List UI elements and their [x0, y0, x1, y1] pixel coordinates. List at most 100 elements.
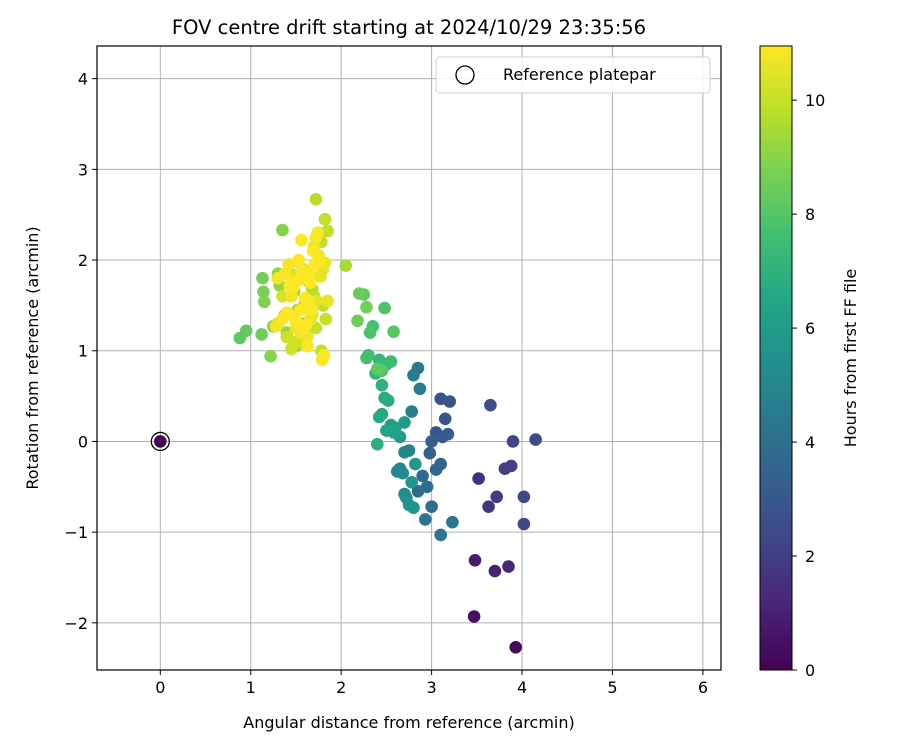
data-points: [154, 193, 542, 654]
data-point: [276, 290, 289, 303]
data-point: [434, 528, 448, 542]
x-tick-label: 6: [698, 678, 708, 697]
y-tick-label: 2: [78, 251, 88, 270]
y-tick-label: 0: [78, 432, 88, 451]
data-point: [363, 326, 377, 339]
data-point: [371, 362, 384, 376]
data-point: [256, 271, 269, 285]
data-point: [396, 466, 410, 480]
data-point: [318, 212, 332, 226]
data-point: [425, 435, 438, 448]
data-point: [419, 513, 432, 526]
data-point: [264, 349, 277, 363]
legend-marker: [455, 65, 475, 85]
data-point: [360, 300, 373, 314]
data-point: [286, 275, 299, 289]
y-tick-label: 1: [78, 342, 88, 361]
colorbar-tick-label: 8: [805, 205, 815, 224]
data-point: [309, 193, 323, 206]
data-point: [302, 294, 315, 308]
colorbar-tick-label: 2: [805, 547, 815, 566]
colorbar: 0 2 4 6 8 10 Hours from first FF file: [759, 45, 860, 680]
reference-marker: [150, 431, 170, 452]
y-tick-label: 3: [78, 160, 88, 179]
x-tick-label: 2: [336, 678, 346, 697]
data-point: [423, 446, 437, 460]
data-point: [438, 412, 452, 426]
colorbar-tick-label: 0: [805, 661, 815, 680]
data-point: [255, 328, 268, 341]
data-point: [321, 294, 334, 308]
data-point: [353, 287, 366, 300]
data-point: [472, 472, 485, 485]
data-point: [292, 253, 306, 267]
data-point: [387, 325, 400, 339]
data-point: [502, 560, 515, 573]
data-point: [321, 224, 334, 238]
data-point: [257, 285, 270, 299]
data-point: [381, 394, 395, 407]
data-point: [239, 324, 253, 338]
data-point: [351, 314, 364, 328]
data-point: [311, 226, 325, 240]
colorbar-ticks: 0 2 4 6 8 10: [792, 91, 825, 680]
data-point: [301, 339, 315, 353]
data-point: [529, 433, 542, 446]
gridlines: [97, 46, 721, 670]
data-point: [405, 476, 419, 489]
data-point: [517, 490, 531, 504]
data-point: [405, 405, 419, 418]
data-point: [407, 501, 420, 514]
data-point: [482, 500, 495, 513]
data-point: [304, 276, 317, 290]
x-axis-label: Angular distance from reference (arcmin): [243, 713, 574, 732]
y-tick-label: −2: [64, 614, 88, 633]
data-point: [420, 480, 434, 494]
y-tick-label: 4: [78, 70, 88, 89]
colorbar-gradient: [759, 45, 793, 671]
data-point: [506, 435, 520, 448]
data-point: [429, 463, 443, 476]
data-point: [425, 500, 438, 513]
reference-marker-group: [150, 431, 170, 452]
data-point: [276, 223, 289, 237]
data-point: [258, 295, 271, 309]
data-point: [308, 258, 322, 271]
data-point: [306, 244, 320, 258]
data-point: [319, 312, 333, 326]
colorbar-tick-label: 4: [805, 433, 815, 452]
colorbar-label: Hours from first FF file: [841, 269, 860, 448]
data-point: [416, 469, 429, 483]
data-point: [378, 301, 391, 315]
data-point: [490, 490, 504, 504]
data-point: [360, 351, 373, 365]
x-tick-label: 5: [607, 678, 617, 697]
legend-box: [435, 56, 711, 94]
data-point: [413, 382, 427, 396]
y-tick-label: −1: [64, 523, 88, 542]
x-tick-label: 3: [427, 678, 437, 697]
data-point: [299, 319, 313, 332]
colorbar-tick-label: 6: [805, 319, 815, 338]
data-point: [407, 368, 420, 382]
data-point: [398, 416, 411, 429]
data-point: [317, 349, 331, 362]
data-point: [384, 355, 398, 368]
data-point: [488, 564, 502, 578]
data-point: [443, 395, 457, 408]
x-tick-label: 4: [517, 678, 527, 697]
data-point: [154, 435, 167, 448]
data-point: [280, 330, 294, 344]
colorbar-tick-label: 10: [805, 91, 825, 110]
data-point: [409, 457, 422, 471]
chart-title: FOV centre drift starting at 2024/10/29 …: [172, 16, 646, 39]
plot-frame: [96, 45, 722, 671]
data-point: [285, 342, 298, 356]
y-axis-label: Rotation from reference (arcmin): [23, 226, 42, 489]
data-point: [372, 410, 386, 424]
x-tick-label: 0: [155, 678, 165, 697]
data-point: [339, 259, 353, 272]
data-point: [517, 517, 531, 531]
legend-label: Reference platepar: [503, 65, 656, 84]
